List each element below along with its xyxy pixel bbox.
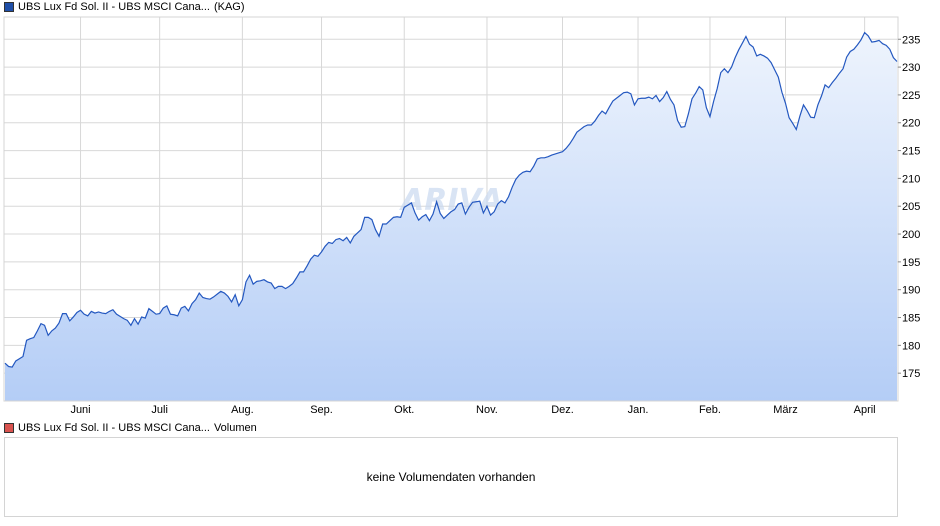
x-tick-label: April	[854, 404, 876, 416]
price-legend-swatch	[4, 2, 14, 12]
volume-legend: UBS Lux Fd Sol. II - UBS MSCI Cana... Vo…	[4, 421, 257, 435]
y-axis: 175 180 185 190 195 200 205 210 215 220 225 230 235	[898, 34, 920, 380]
price-legend: UBS Lux Fd Sol. II - UBS MSCI Cana... (K…	[4, 0, 245, 14]
y-tick-label: 205	[902, 201, 920, 213]
volume-legend-suffix: Volumen	[213, 422, 257, 434]
x-tick-label: März	[773, 404, 797, 416]
y-tick-label: 175	[902, 368, 920, 380]
y-tick-label: 210	[902, 173, 920, 185]
y-tick-label: 180	[902, 340, 920, 352]
x-tick-label: Aug.	[231, 404, 254, 416]
x-axis: Juni Juli Aug. Sep. Okt. Nov. Dez. Jan. Feb. März…	[70, 404, 875, 416]
y-tick-label: 225	[902, 90, 920, 102]
price-chart: ARIVA 1751801851901952002052102152202252…	[3, 16, 920, 416]
plot-frame	[3, 16, 899, 402]
y-tick-label: 220	[902, 118, 920, 130]
y-tick-label: 230	[902, 62, 920, 74]
x-tick-label: Feb.	[699, 404, 721, 416]
y-tick-label: 215	[902, 146, 920, 158]
price-legend-suffix: (KAG)	[213, 1, 245, 13]
x-tick-label: Jan.	[628, 404, 649, 416]
x-tick-label: Nov.	[476, 404, 498, 416]
volume-legend-series-name: UBS Lux Fd Sol. II - UBS MSCI Cana...	[18, 422, 210, 434]
y-tick-label: 195	[902, 257, 920, 269]
y-tick-label: 235	[902, 34, 920, 46]
price-legend-series-name: UBS Lux Fd Sol. II - UBS MSCI Cana...	[18, 1, 210, 13]
x-tick-label: Juni	[70, 404, 90, 416]
x-tick-label: Okt.	[394, 404, 414, 416]
no-volume-message: keine Volumendaten vorhanden	[366, 470, 536, 484]
x-tick-label: Sep.	[310, 404, 333, 416]
x-tick-label: Juli	[151, 404, 168, 416]
price-area	[5, 32, 897, 401]
volume-legend-swatch	[4, 423, 14, 433]
y-tick-label: 190	[902, 285, 920, 297]
price-line	[4, 31, 898, 368]
y-tick-label: 185	[902, 313, 920, 325]
volume-panel: keine Volumendaten vorhanden	[4, 437, 898, 517]
y-tick-label: 200	[902, 229, 920, 241]
x-tick-label: Dez.	[551, 404, 574, 416]
